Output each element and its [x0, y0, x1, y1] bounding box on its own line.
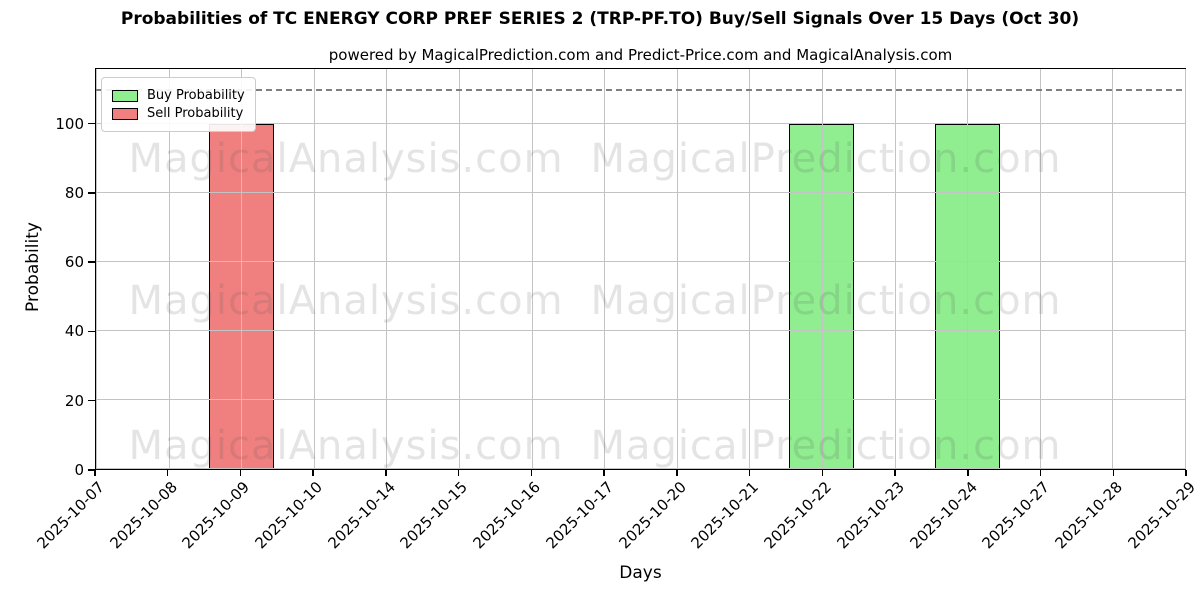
x-tick-mark: [676, 470, 678, 476]
x-tick-mark: [166, 470, 169, 476]
watermark-magicalanalysis: MagicalAnalysis.com: [128, 278, 564, 324]
watermark-magicalprediction: MagicalPrediction.com: [590, 136, 1062, 182]
watermark-magicalanalysis: MagicalAnalysis.com: [128, 423, 564, 469]
x-tick-label: 2025-10-07: [33, 478, 108, 553]
y-tick-mark: [88, 192, 95, 194]
x-tick-mark: [1039, 470, 1042, 476]
watermark-magicalprediction: MagicalPrediction.com: [590, 423, 1062, 469]
x-tick-label: 2025-10-28: [1051, 478, 1126, 553]
watermark-magicalanalysis: MagicalAnalysis.com: [128, 136, 564, 182]
x-tick-mark: [821, 470, 824, 476]
x-tick-mark: [1185, 470, 1187, 476]
plot-area: Buy Probability Sell Probability MagicalA…: [95, 68, 1186, 470]
legend-swatch: [112, 107, 138, 120]
vertical-gridline: [313, 69, 315, 469]
watermark-magicalprediction: MagicalPrediction.com: [590, 278, 1062, 324]
x-tick-mark: [1112, 470, 1115, 476]
x-tick-mark: [385, 470, 387, 476]
x-tick-label: 2025-10-22: [760, 478, 836, 553]
y-tick-label: 80: [64, 183, 84, 202]
x-tick-label: 2025-10-16: [469, 478, 545, 553]
x-tick-mark: [94, 470, 96, 476]
y-tick-label: 40: [64, 322, 84, 341]
x-tick-label: 2025-10-27: [978, 478, 1054, 553]
y-tick-label: 0: [74, 461, 84, 479]
vertical-gridline: [894, 69, 896, 469]
x-tick-mark: [457, 470, 460, 476]
x-tick-label: 2025-10-24: [906, 478, 981, 553]
y-tick-mark: [88, 261, 95, 263]
x-tick-mark: [312, 470, 314, 476]
vertical-gridline: [459, 69, 460, 469]
legend-item: Buy Probability: [112, 88, 245, 103]
x-tick-label: 2025-10-15: [397, 478, 472, 553]
dashed-guide-line: [96, 89, 1185, 92]
y-tick-mark: [88, 469, 95, 471]
x-tick-mark: [748, 470, 751, 476]
vertical-gridline: [604, 69, 606, 469]
x-tick-label: 2025-10-21: [687, 478, 763, 553]
vertical-gridline: [168, 69, 170, 469]
horizontal-gridline: [96, 468, 1185, 469]
y-tick-label: 20: [64, 391, 84, 410]
legend-label: Buy Probability: [147, 88, 245, 103]
chart-subtitle: powered by MagicalPrediction.com and Pre…: [328, 46, 953, 64]
x-axis-label: Days: [619, 563, 662, 583]
horizontal-gridline: [96, 123, 1185, 125]
x-tick-mark: [239, 470, 242, 476]
y-tick-mark: [88, 122, 95, 125]
y-tick-label: 100: [55, 114, 84, 133]
legend: Buy Probability Sell Probability: [101, 77, 256, 132]
y-tick-label: 60: [64, 253, 84, 272]
x-tick-label: 2025-10-08: [106, 478, 181, 553]
probability-bar: [789, 124, 855, 469]
vertical-gridline: [822, 69, 823, 469]
vertical-gridline: [749, 69, 751, 469]
vertical-gridline: [967, 69, 969, 469]
y-tick-mark: [88, 399, 95, 402]
horizontal-gridline: [96, 330, 1185, 332]
legend-label: Sell Probability: [147, 106, 244, 121]
horizontal-gridline: [96, 192, 1185, 194]
horizontal-gridline: [96, 261, 1185, 263]
x-tick-label: 2025-10-20: [615, 478, 690, 553]
x-tick-mark: [894, 470, 896, 476]
vertical-gridline: [241, 69, 243, 469]
legend-item: Sell Probability: [112, 106, 245, 121]
vertical-gridline: [386, 69, 388, 469]
vertical-gridline: [1039, 69, 1041, 469]
y-tick-mark: [88, 330, 95, 333]
x-tick-label: 2025-10-29: [1124, 478, 1199, 553]
x-tick-mark: [530, 470, 533, 476]
x-tick-label: 2025-10-09: [178, 478, 254, 553]
legend-swatch: [112, 89, 138, 102]
x-tick-mark: [967, 470, 969, 476]
x-tick-label: 2025-10-17: [542, 478, 617, 553]
x-tick-label: 2025-10-10: [251, 478, 326, 553]
x-tick-mark: [603, 470, 605, 476]
vertical-gridline: [1112, 69, 1114, 469]
vertical-gridline: [1185, 69, 1186, 469]
horizontal-gridline: [96, 399, 1185, 401]
vertical-gridline: [531, 69, 533, 469]
vertical-gridline: [676, 69, 678, 469]
vertical-gridline: [96, 69, 97, 469]
x-tick-label: 2025-10-14: [324, 478, 399, 553]
x-tick-label: 2025-10-23: [833, 478, 908, 553]
chart-title: Probabilities of TC ENERGY CORP PREF SER…: [120, 9, 1080, 29]
